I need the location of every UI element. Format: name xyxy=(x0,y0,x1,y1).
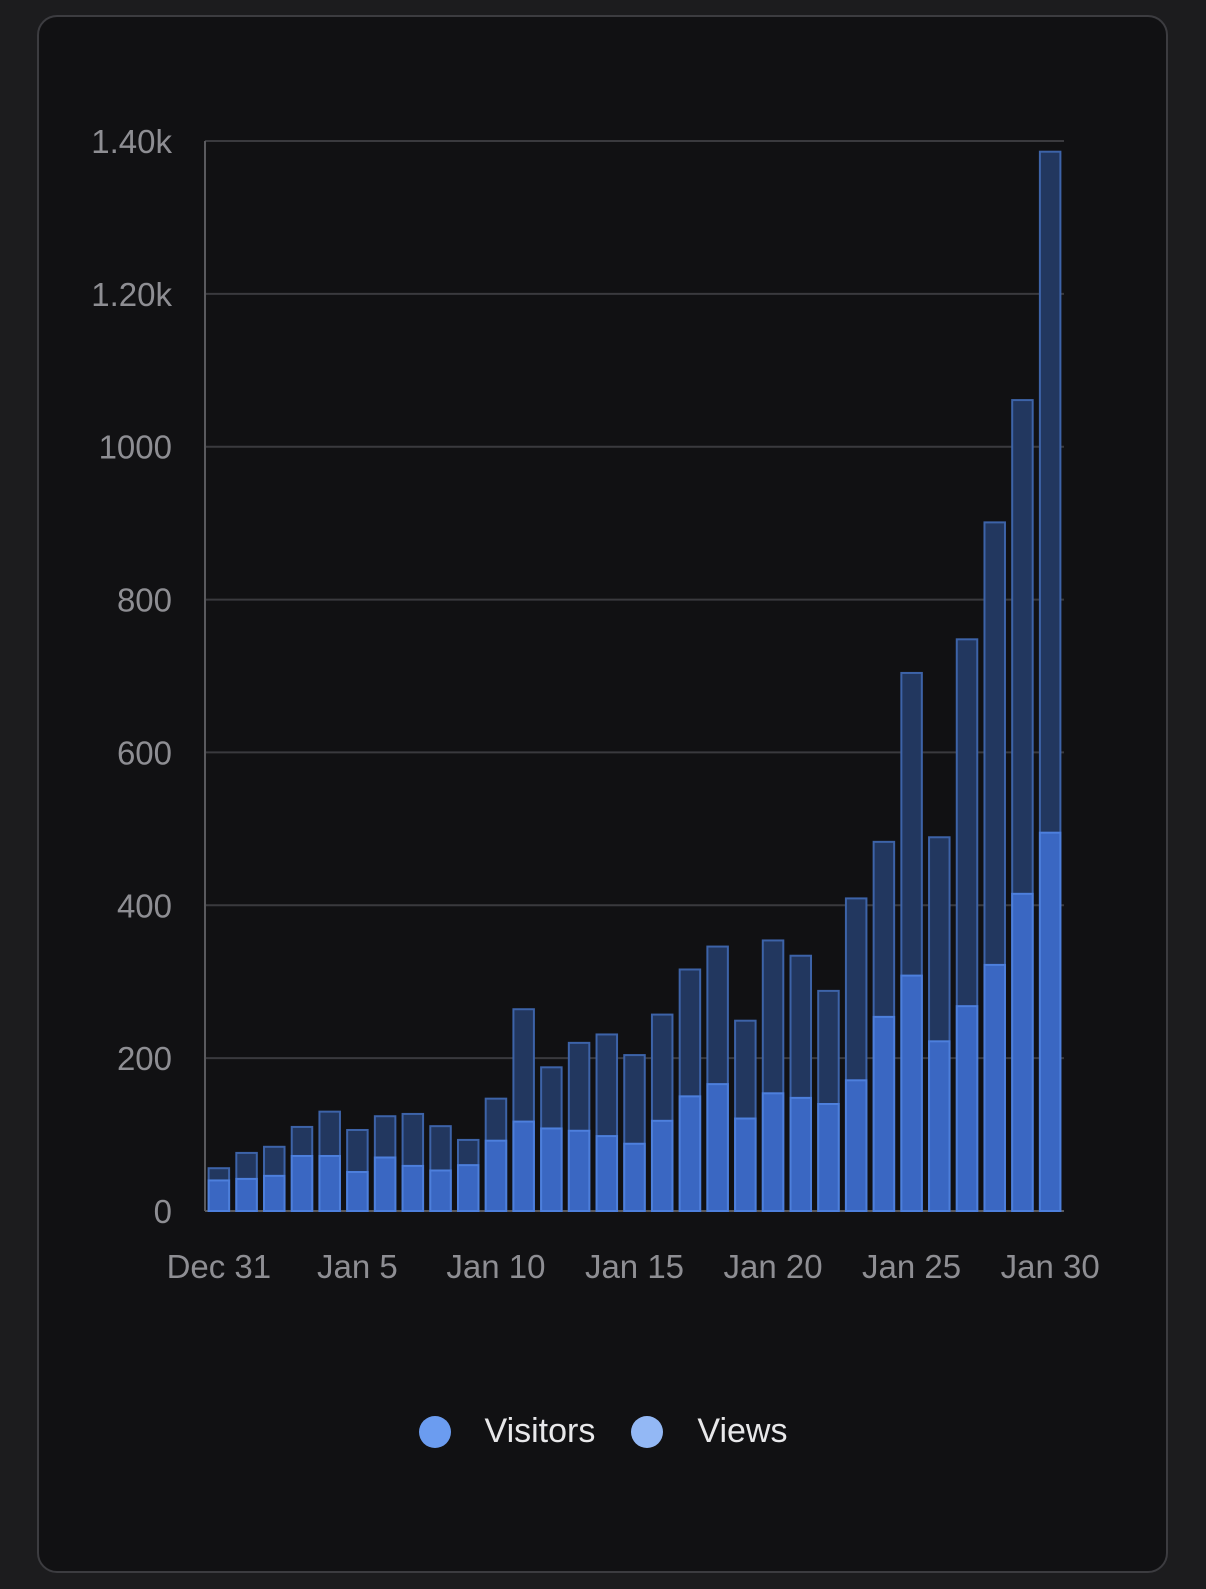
x-tick-label: Jan 15 xyxy=(585,1248,684,1285)
visitors-bar[interactable] xyxy=(650,1119,674,1213)
visitors-bar[interactable] xyxy=(789,1096,813,1213)
y-tick-labels: 0 200 400 600 800 1000 1.20k 1.40k xyxy=(91,123,172,1230)
y-tick-label: 1000 xyxy=(99,429,172,466)
y-tick-label: 200 xyxy=(117,1040,172,1077)
visitors-series xyxy=(207,831,1062,1213)
x-tick-label: Jan 10 xyxy=(446,1248,545,1285)
visitors-bar[interactable] xyxy=(484,1139,508,1212)
visitors-bar[interactable] xyxy=(734,1117,757,1213)
visitors-bar[interactable] xyxy=(844,1079,868,1212)
x-tick-label: Jan 30 xyxy=(1001,1248,1100,1285)
visitors-bar[interactable] xyxy=(346,1171,369,1213)
y-tick-label: 600 xyxy=(117,734,172,771)
views-swatch xyxy=(631,1415,664,1448)
visitors-swatch xyxy=(418,1415,451,1448)
x-tick-label: Dec 31 xyxy=(167,1248,272,1285)
y-tick-label: 1.40k xyxy=(91,123,172,160)
visitors-bar[interactable] xyxy=(1011,892,1034,1212)
visitors-bar[interactable] xyxy=(263,1174,286,1213)
visitors-bar[interactable] xyxy=(623,1142,646,1212)
visitors-bar[interactable] xyxy=(955,1005,979,1213)
visitors-bar[interactable] xyxy=(900,974,923,1212)
legend-item-visitors[interactable]: Visitors xyxy=(418,1412,596,1451)
visitors-bar[interactable] xyxy=(290,1154,314,1213)
y-tick-label: 400 xyxy=(117,887,172,924)
legend-label-views: Views xyxy=(697,1412,788,1450)
x-tick-labels: Dec 31 Jan 5 Jan 10 Jan 15 Jan 20 Jan 25 Jan 3… xyxy=(167,1248,1100,1285)
visitors-bar[interactable] xyxy=(373,1156,397,1212)
visitors-bar[interactable] xyxy=(706,1083,729,1212)
visitors-bar[interactable] xyxy=(678,1095,702,1213)
x-tick-label: Jan 20 xyxy=(724,1248,823,1285)
visitors-bar[interactable] xyxy=(928,1040,951,1213)
visitors-bar[interactable] xyxy=(235,1177,258,1213)
visitors-bar[interactable] xyxy=(761,1092,785,1213)
visitors-bar[interactable] xyxy=(512,1120,535,1213)
visitors-bar[interactable] xyxy=(401,1164,425,1212)
visitors-bar[interactable] xyxy=(207,1179,231,1213)
visitors-bar[interactable] xyxy=(540,1127,563,1213)
x-tick-label: Jan 5 xyxy=(317,1248,398,1285)
visitors-bar[interactable] xyxy=(456,1164,480,1212)
visitors-bar[interactable] xyxy=(983,963,1006,1213)
visitors-bar[interactable] xyxy=(429,1169,452,1212)
visitors-bar[interactable] xyxy=(318,1154,341,1213)
visitors-bar[interactable] xyxy=(567,1129,591,1212)
legend: Visitors Views xyxy=(0,1412,1206,1451)
legend-label-visitors: Visitors xyxy=(484,1412,596,1450)
x-tick-label: Jan 25 xyxy=(862,1248,961,1285)
visitors-bar[interactable] xyxy=(817,1103,840,1212)
y-tick-label: 1.20k xyxy=(91,276,172,313)
y-tick-label: 800 xyxy=(117,582,172,619)
chart-card xyxy=(37,15,1168,1573)
y-tick-label: 0 xyxy=(154,1193,172,1230)
visitors-bar[interactable] xyxy=(595,1135,619,1212)
visitors-bar[interactable] xyxy=(872,1015,896,1212)
legend-item-views[interactable]: Views xyxy=(631,1412,787,1451)
visitors-bar[interactable] xyxy=(1038,831,1062,1213)
